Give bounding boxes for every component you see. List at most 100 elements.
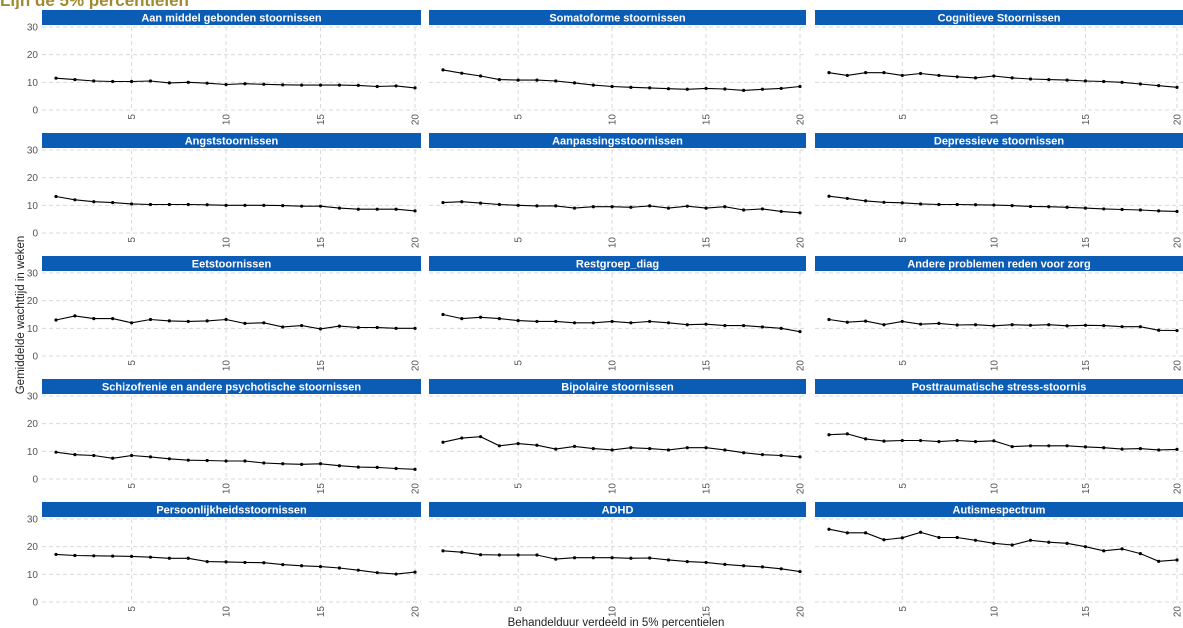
data-point xyxy=(92,317,96,321)
y-tick-label: 0 xyxy=(32,229,38,240)
data-point xyxy=(167,81,171,85)
facet-panel: Bipolaire stoornissen 5 10 15 20 xyxy=(429,379,807,494)
data-point xyxy=(186,458,190,462)
data-point xyxy=(1047,205,1051,209)
facet-strip xyxy=(815,379,1183,394)
data-point xyxy=(742,564,746,568)
data-point xyxy=(760,207,765,211)
data-point xyxy=(516,203,520,207)
data-point xyxy=(845,320,849,324)
x-tick-label: 15 xyxy=(316,606,327,618)
data-point xyxy=(243,203,247,207)
data-point xyxy=(441,549,445,553)
data-point xyxy=(648,319,652,324)
data-point xyxy=(779,209,783,214)
data-point xyxy=(167,457,171,461)
data-point xyxy=(827,527,831,531)
data-point xyxy=(375,84,379,89)
data-point xyxy=(1010,323,1014,327)
facet-title: Restgroep_diag xyxy=(576,259,659,271)
data-point xyxy=(375,465,379,469)
data-point xyxy=(111,200,115,205)
data-point xyxy=(54,552,58,557)
data-point xyxy=(572,81,577,85)
data-point xyxy=(337,206,342,210)
x-tick-label: 5 xyxy=(127,483,138,489)
x-tick-label: 15 xyxy=(702,114,713,126)
y-tick-label: 0 xyxy=(32,106,38,117)
data-point xyxy=(992,324,996,328)
data-point xyxy=(148,202,153,207)
data-point xyxy=(1138,82,1142,86)
data-point xyxy=(864,199,868,203)
data-point xyxy=(337,566,342,570)
data-point xyxy=(281,462,285,466)
data-point xyxy=(1175,85,1179,89)
data-point xyxy=(918,322,923,326)
x-tick-label: 20 xyxy=(1173,483,1183,495)
data-point xyxy=(629,446,633,450)
data-point xyxy=(1138,208,1142,212)
y-tick-label: 10 xyxy=(27,201,39,212)
series-line xyxy=(55,315,415,330)
x-tick-label: 15 xyxy=(316,114,327,126)
data-point xyxy=(1010,543,1014,547)
facet-panel: Persoonlijkheidsstoornissen 0 10 20 30 5 10 15 2… xyxy=(27,502,422,617)
data-point xyxy=(798,569,802,574)
x-tick-label: 10 xyxy=(989,360,1000,372)
x-tick-label: 5 xyxy=(898,114,909,120)
data-point xyxy=(648,86,652,90)
data-point xyxy=(394,326,398,330)
data-point xyxy=(394,572,398,576)
data-point xyxy=(1028,77,1033,81)
data-point xyxy=(779,326,783,330)
data-point xyxy=(955,75,959,79)
data-point xyxy=(900,201,904,205)
data-point xyxy=(1120,325,1124,329)
facet-panel: Autismespectrum 5 10 15 20 xyxy=(815,502,1183,617)
data-point xyxy=(704,322,708,326)
facet-title: Angststoornissen xyxy=(185,136,279,148)
facet-strip xyxy=(42,256,421,271)
data-point xyxy=(413,209,417,213)
data-point xyxy=(497,444,501,448)
data-point xyxy=(281,83,285,87)
data-point xyxy=(148,317,153,322)
data-point xyxy=(1028,204,1033,209)
x-tick-label: 10 xyxy=(608,483,619,495)
x-tick-label: 10 xyxy=(222,114,233,126)
data-point xyxy=(205,560,209,564)
x-axis-label: Behandelduur verdeeld in 5% percentielen xyxy=(508,617,725,628)
y-tick-label: 0 xyxy=(32,475,38,486)
facet-panel: Depressieve stoornissen 5 10 15 20 xyxy=(815,133,1183,248)
data-point xyxy=(554,204,558,208)
data-point xyxy=(535,319,539,324)
facet-title: Aan middel gebonden stoornissen xyxy=(141,13,322,25)
data-point xyxy=(1065,444,1069,448)
data-point xyxy=(300,83,304,87)
data-point xyxy=(394,466,398,471)
data-point xyxy=(1065,205,1069,209)
x-tick-label: 5 xyxy=(127,360,138,366)
facet-title: Depressieve stoornissen xyxy=(934,136,1065,148)
data-point xyxy=(356,325,360,330)
data-point xyxy=(73,198,77,202)
facet-title: Cognitieve Stoornissen xyxy=(938,13,1061,25)
data-point xyxy=(798,84,802,89)
data-point xyxy=(779,567,783,571)
data-point xyxy=(742,451,746,455)
x-tick-label: 20 xyxy=(796,237,807,249)
x-tick-label: 10 xyxy=(608,114,619,126)
facet-strip xyxy=(42,10,421,25)
facet-title: ADHD xyxy=(602,505,634,517)
y-tick-label: 10 xyxy=(27,570,39,581)
data-point xyxy=(937,440,941,444)
data-point xyxy=(516,553,520,557)
data-point xyxy=(460,200,464,204)
data-point xyxy=(1175,328,1179,333)
x-tick-label: 5 xyxy=(514,606,525,612)
data-point xyxy=(356,83,360,87)
data-point xyxy=(973,76,978,80)
y-tick-label: 30 xyxy=(27,392,39,403)
data-point xyxy=(92,200,96,204)
